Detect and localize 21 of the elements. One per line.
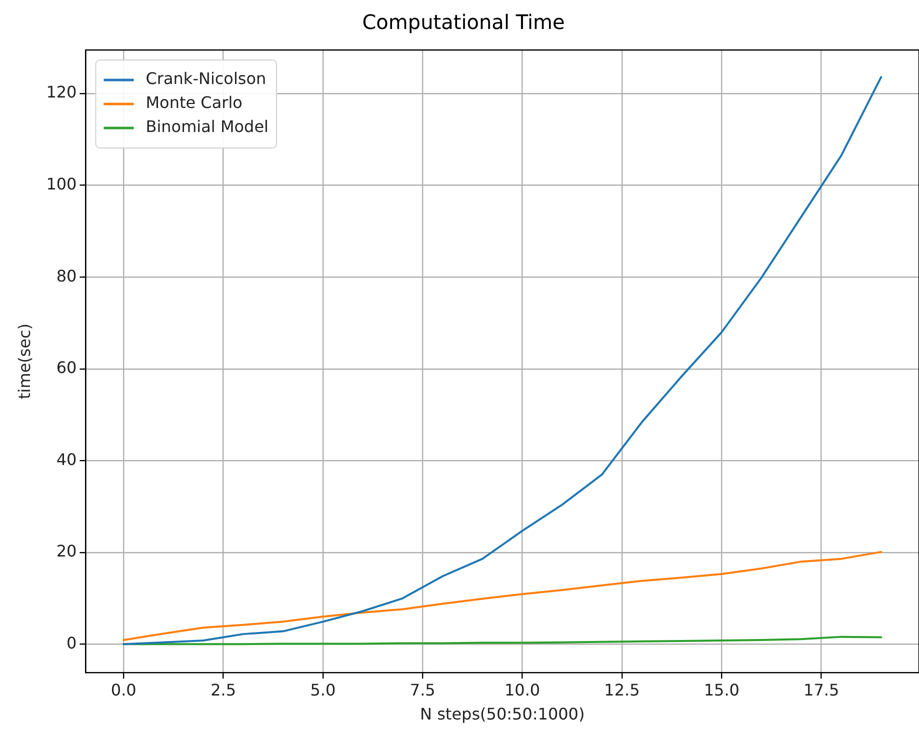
x-axis-title: N steps(50:50:1000) bbox=[420, 704, 585, 724]
y-tick-label: 0 bbox=[66, 633, 77, 652]
legend-label: Monte Carlo bbox=[146, 93, 242, 112]
y-tick-label: 60 bbox=[56, 358, 77, 378]
chart-title: Computational Time bbox=[362, 10, 565, 34]
x-tick-label: 15.0 bbox=[704, 680, 740, 700]
y-tick-label: 100 bbox=[46, 174, 77, 194]
x-tick-label: 17.5 bbox=[804, 680, 840, 700]
x-tick-label: 7.5 bbox=[410, 680, 436, 700]
legend-label: Crank-Nicolson bbox=[146, 69, 266, 88]
x-tick-label: 0.0 bbox=[110, 680, 136, 700]
x-tick-label: 10.0 bbox=[504, 680, 540, 700]
y-tick-label: 80 bbox=[56, 266, 77, 286]
x-tick-label: 5.0 bbox=[310, 680, 336, 700]
y-tick-label: 40 bbox=[56, 450, 77, 469]
y-tick-label: 120 bbox=[46, 82, 77, 102]
legend-label: Binomial Model bbox=[146, 117, 269, 136]
y-axis-title: time(sec) bbox=[14, 323, 34, 400]
y-tick-label: 20 bbox=[56, 542, 77, 561]
x-tick-label: 12.5 bbox=[604, 680, 640, 700]
x-tick-label: 2.5 bbox=[210, 680, 236, 700]
